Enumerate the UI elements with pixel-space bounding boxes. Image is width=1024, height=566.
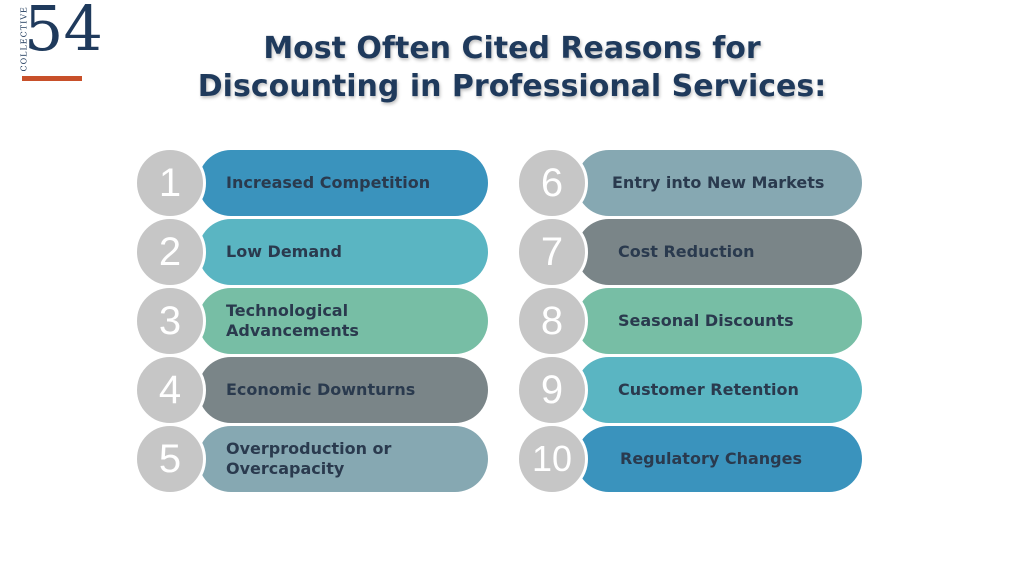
reason-number: 9 <box>540 367 564 412</box>
reason-pill: Seasonal Discounts <box>576 288 862 354</box>
reason-number-circle: 1 <box>134 147 206 219</box>
collective-54-logo: COLLECTIVE 54 <box>8 0 103 84</box>
reason-pill: Cost Reduction <box>576 219 862 285</box>
reason-number-circle: 4 <box>134 354 206 426</box>
logo-underline <box>22 76 82 81</box>
logo-number: 54 <box>24 0 103 65</box>
reason-pill: Overproduction or Overcapacity <box>198 426 488 492</box>
title-line-2: Discounting in Professional Services: <box>197 69 827 104</box>
reason-pill: Customer Retention <box>576 357 862 423</box>
title-line-1: Most Often Cited Reasons for <box>263 31 761 66</box>
reason-number-circle: 7 <box>516 216 588 288</box>
reason-number-circle: 2 <box>134 216 206 288</box>
reason-pill: Technological Advancements <box>198 288 488 354</box>
reason-label: Customer Retention <box>618 380 799 399</box>
reason-number-circle: 10 <box>516 423 588 495</box>
reason-number: 4 <box>158 367 182 412</box>
reason-number: 10 <box>531 438 573 479</box>
reason-number: 1 <box>158 160 182 205</box>
reason-number-circle: 3 <box>134 285 206 357</box>
reason-number: 5 <box>158 436 182 481</box>
reason-label: Entry into New Markets <box>612 173 825 192</box>
reason-number-circle: 8 <box>516 285 588 357</box>
reason-number: 7 <box>540 229 564 274</box>
reason-pill: Increased Competition <box>198 150 488 216</box>
reason-number: 3 <box>158 298 182 343</box>
reason-label: Cost Reduction <box>618 242 755 261</box>
reason-label: Low Demand <box>226 242 342 261</box>
reason-number-circle: 5 <box>134 423 206 495</box>
reason-number-circle: 6 <box>516 147 588 219</box>
reason-label: Increased Competition <box>226 173 431 192</box>
reason-label: Regulatory Changes <box>620 449 802 468</box>
reason-number: 6 <box>540 160 564 205</box>
reason-number-circle: 9 <box>516 354 588 426</box>
reason-label: Seasonal Discounts <box>618 311 794 330</box>
reason-label: Overproduction or Overcapacity <box>226 439 392 478</box>
reason-pill: Regulatory Changes <box>576 426 862 492</box>
reason-number: 2 <box>158 229 182 274</box>
reason-label: Technological Advancements <box>226 301 359 340</box>
reason-number: 8 <box>540 298 564 343</box>
page-title: Most Often Cited Reasons for Discounting… <box>0 30 1024 106</box>
reason-pill: Economic Downturns <box>198 357 488 423</box>
reason-pill: Entry into New Markets <box>576 150 862 216</box>
reason-pill: Low Demand <box>198 219 488 285</box>
reason-label: Economic Downturns <box>226 380 416 399</box>
